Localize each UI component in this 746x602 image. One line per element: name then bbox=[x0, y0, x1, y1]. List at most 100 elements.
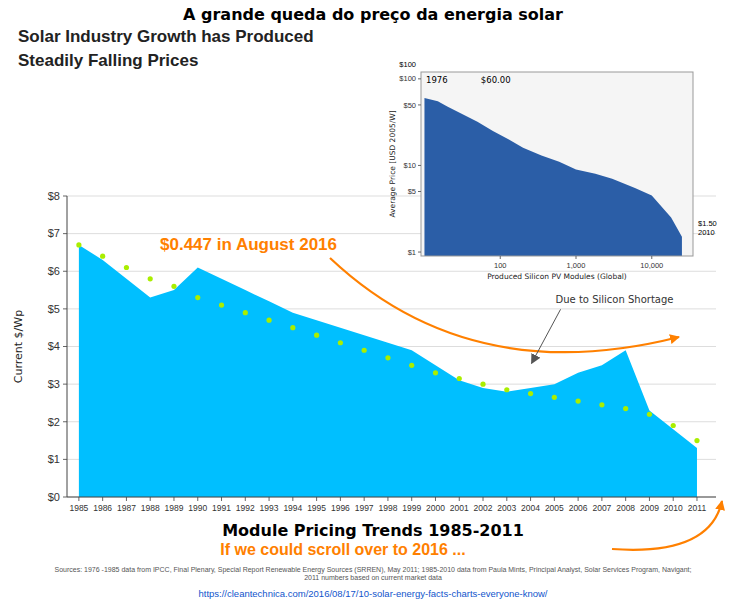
annotation-arrow bbox=[330, 258, 679, 352]
inset-x-tick bbox=[651, 256, 652, 259]
annotation: Due to Silicon Shortage bbox=[556, 294, 674, 305]
x-tick-label: 1991 bbox=[212, 503, 231, 513]
inset-annotation: $60.00 bbox=[481, 75, 511, 85]
x-tick-label: 2008 bbox=[616, 503, 635, 513]
x-tick-label: 2007 bbox=[592, 503, 611, 513]
x-tick-label: 2005 bbox=[545, 503, 564, 513]
trend-dot bbox=[219, 303, 224, 308]
trend-dot bbox=[195, 295, 200, 300]
x-tick bbox=[411, 497, 412, 501]
trend-dot bbox=[362, 348, 367, 353]
inset-y-tick bbox=[418, 191, 421, 192]
x-tick bbox=[150, 497, 151, 501]
y-tick bbox=[63, 346, 67, 347]
inset-y-tick-label: $100 bbox=[399, 74, 416, 83]
y-tick-label: $6 bbox=[48, 265, 60, 277]
x-tick bbox=[126, 497, 127, 501]
inset-annotation: 1976 bbox=[426, 75, 448, 85]
trend-dot bbox=[76, 242, 81, 247]
subtitle: Solar Industry Growth has Produced bbox=[18, 27, 314, 46]
inset-x-tick-label: 10,000 bbox=[640, 261, 663, 270]
y-tick bbox=[63, 459, 67, 460]
x-tick-label: 1990 bbox=[188, 503, 207, 513]
x-tick bbox=[173, 497, 174, 501]
x-tick bbox=[387, 497, 388, 501]
x-tick bbox=[435, 497, 436, 501]
inset-x-tick bbox=[500, 256, 501, 259]
annotation-arrow bbox=[612, 501, 722, 550]
x-tick bbox=[530, 497, 531, 501]
inset-x-tick-label: 100 bbox=[494, 261, 507, 270]
x-tick-label: 1988 bbox=[141, 503, 160, 513]
y-tick-label: $0 bbox=[48, 491, 60, 503]
x-tick-label: 1993 bbox=[260, 503, 279, 513]
x-tick-label: 2006 bbox=[569, 503, 588, 513]
x-tick bbox=[649, 497, 650, 501]
inset-y-tick-label: $1 bbox=[408, 248, 416, 257]
inset-y-tick bbox=[418, 165, 421, 166]
inset-y-tick bbox=[418, 104, 421, 105]
trend-dot bbox=[599, 402, 604, 407]
trend-dot bbox=[457, 376, 462, 381]
x-axis-line bbox=[67, 497, 716, 498]
x-tick bbox=[364, 497, 365, 501]
inset-y-label: Average Price [USD 2005/W] bbox=[388, 110, 397, 217]
y-tick-label: $2 bbox=[48, 416, 60, 428]
x-tick-label: 2004 bbox=[521, 503, 540, 513]
y-tick-label: $7 bbox=[48, 227, 60, 239]
trend-dot bbox=[409, 363, 414, 368]
trend-dot bbox=[385, 355, 390, 360]
trend-dot bbox=[647, 412, 652, 417]
x-tick bbox=[578, 497, 579, 501]
area bbox=[79, 245, 697, 497]
annotation: If we could scroll over to 2016 ... bbox=[220, 541, 465, 558]
x-tick bbox=[625, 497, 626, 501]
x-tick-label: 2003 bbox=[497, 503, 516, 513]
x-tick-label: 1985 bbox=[69, 503, 88, 513]
x-axis-label: Module Pricing Trends 1985-2011 bbox=[222, 521, 524, 540]
x-tick bbox=[245, 497, 246, 501]
trend-dot bbox=[290, 325, 295, 330]
x-tick-label: 2009 bbox=[640, 503, 659, 513]
trend-dot bbox=[100, 254, 105, 259]
grid-line bbox=[67, 497, 716, 498]
trend-dot bbox=[623, 406, 628, 411]
trend-dot bbox=[552, 395, 557, 400]
inset-x-tick bbox=[576, 256, 577, 259]
x-tick-label: 2000 bbox=[426, 503, 445, 513]
inset-data bbox=[424, 98, 681, 256]
annotation-arrow bbox=[532, 309, 561, 363]
y-tick bbox=[63, 233, 67, 234]
x-tick bbox=[483, 497, 484, 501]
trend-dot bbox=[694, 438, 699, 443]
inset-y-tick-label: $50 bbox=[403, 101, 416, 110]
inset-annotation-line: $1.50 bbox=[698, 219, 717, 228]
inset-x-label: Produced Silicon PV Modules (Global) bbox=[487, 272, 627, 281]
y-tick bbox=[63, 196, 67, 197]
x-tick bbox=[601, 497, 602, 501]
trend-dot bbox=[148, 276, 153, 281]
x-tick bbox=[316, 497, 317, 501]
y-tick-label: $4 bbox=[48, 340, 60, 352]
trend-dot bbox=[314, 333, 319, 338]
inset-annotation: $100 bbox=[399, 60, 416, 69]
y-axis-label: Current $/Wp bbox=[12, 310, 25, 383]
trend-dot bbox=[433, 370, 438, 375]
trend-dot bbox=[528, 391, 533, 396]
trend-dot bbox=[124, 265, 129, 270]
trend-dot bbox=[266, 318, 271, 323]
x-tick bbox=[506, 497, 507, 501]
x-tick bbox=[459, 497, 460, 501]
source-note: Sources: 1976 -1985 data from IPCC, Fina… bbox=[54, 566, 691, 581]
x-tick-label: 2001 bbox=[450, 503, 469, 513]
inset-y-tick-label: $10 bbox=[403, 161, 416, 170]
trend-dot bbox=[480, 382, 485, 387]
y-tick bbox=[63, 421, 67, 422]
inset: 1001,00010,000$1$5$10$50$100Produced Sil… bbox=[388, 60, 717, 281]
inset-background bbox=[421, 72, 693, 256]
inset-y-tick bbox=[418, 78, 421, 79]
chart-root: A grande queda do preço da energia solar… bbox=[0, 0, 746, 602]
x-tick-label: 1989 bbox=[165, 503, 184, 513]
annotation: $0.447 in August 2016 bbox=[160, 235, 337, 254]
x-tick-label: 1994 bbox=[283, 503, 302, 513]
